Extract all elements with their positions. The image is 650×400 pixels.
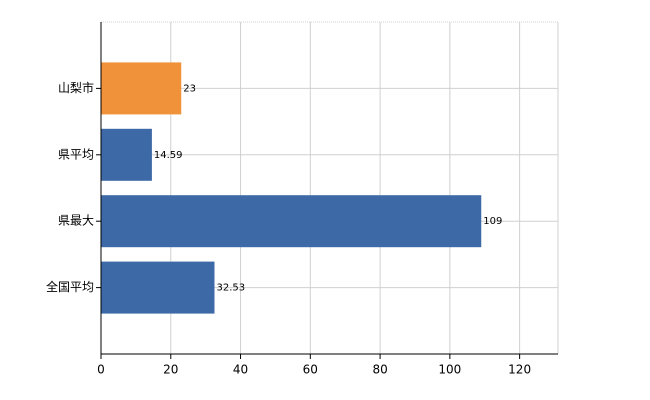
x-tick-label: 60 [303, 363, 318, 377]
x-tick-label: 120 [508, 363, 531, 377]
value-label: 14.59 [154, 150, 183, 161]
y-tick-label: 全国平均 [46, 279, 94, 294]
bar [101, 261, 215, 314]
value-label: 23 [183, 83, 196, 94]
bar [101, 195, 482, 248]
x-tick-label: 100 [438, 363, 461, 377]
bar [101, 128, 152, 181]
y-tick-label: 山梨市 [58, 80, 94, 95]
x-tick-label: 40 [233, 363, 248, 377]
value-label: 109 [483, 216, 502, 227]
bar [101, 62, 182, 115]
y-tick-label: 県最大 [58, 214, 94, 228]
x-tick-label: 80 [372, 363, 387, 377]
value-label: 32.53 [216, 283, 245, 294]
x-tick-label: 0 [97, 363, 105, 377]
x-tick-label: 20 [163, 363, 178, 377]
y-tick-label: 県平均 [58, 147, 94, 161]
